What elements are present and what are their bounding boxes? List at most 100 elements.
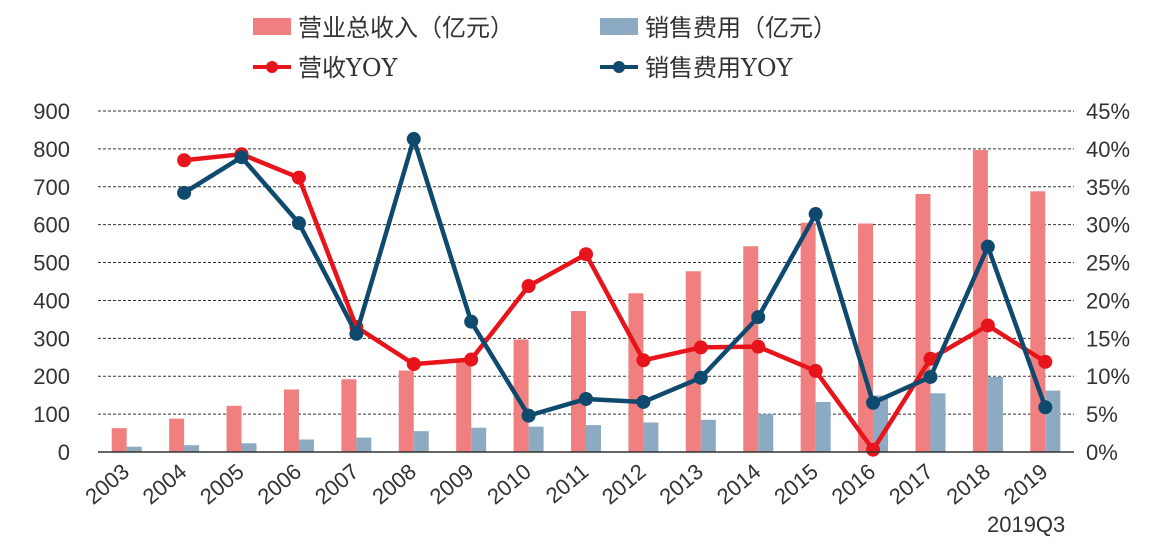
point-revenue-yoy: [808, 363, 823, 378]
bar-sales-expense: [930, 393, 946, 452]
x-tick-label: 2015: [769, 459, 823, 510]
bar-sales-expense: [184, 445, 200, 452]
bar-revenue: [513, 339, 529, 452]
x-tick-label: 2012: [597, 459, 651, 510]
bar-revenue: [283, 389, 299, 452]
legend-marker-revenue-yoy: [266, 61, 278, 73]
bar-revenue: [571, 311, 586, 452]
x-tick-label: 2004: [138, 459, 192, 510]
y-left-tick-label: 500: [33, 251, 70, 276]
point-sales-expense-yoy: [751, 310, 766, 325]
x-tick-label: 2006: [253, 459, 307, 510]
y-right-tick-label: 15%: [1086, 326, 1130, 351]
bar-revenue: [226, 405, 242, 452]
x-tick-label: 2003: [80, 459, 134, 510]
x-tick-label: 2007: [310, 459, 364, 510]
legend-label-revenue-yoy: 营收YOY: [298, 54, 399, 82]
bar-sales-expense: [1045, 390, 1061, 452]
legend-swatch-sales-expense: [600, 18, 638, 35]
y-right-tick-label: 20%: [1086, 288, 1130, 313]
point-revenue-yoy: [521, 279, 536, 294]
y-right-tick-label: 35%: [1086, 175, 1130, 200]
legend-label-sales-expense: 销售费用（亿元）: [645, 14, 837, 42]
y-right-tick-label: 0%: [1086, 440, 1118, 465]
y-right-tick-label: 25%: [1086, 251, 1130, 276]
bar-sales-expense: [873, 395, 889, 452]
x-tick-label: 2009: [425, 459, 479, 510]
point-revenue-yoy: [464, 352, 479, 367]
legend-label-revenue: 营业总收入（亿元）: [298, 14, 514, 42]
bar-sales-expense: [298, 439, 314, 452]
y-left-tick-label: 900: [33, 99, 70, 124]
legend-swatch-revenue: [253, 18, 291, 35]
line-revenue-yoy: [183, 151, 1047, 452]
bar-sales-expense: [643, 422, 659, 452]
point-sales-expense-yoy: [636, 394, 651, 409]
x-tick-label: 2017: [884, 459, 938, 510]
point-revenue-yoy: [751, 339, 766, 354]
point-sales-expense-yoy: [464, 314, 479, 329]
point-revenue-yoy: [923, 351, 938, 366]
legend-label-sales-expense-yoy: 销售费用YOY: [645, 54, 794, 82]
bar-revenue: [915, 193, 931, 452]
y-left-tick-label: 200: [33, 364, 70, 389]
lines: [177, 132, 1053, 457]
point-sales-expense-yoy: [406, 132, 421, 147]
bar-revenue: [169, 418, 185, 452]
y-right-tick-label: 5%: [1086, 402, 1118, 427]
bars: [111, 150, 1061, 452]
y-left-tick-label: 700: [33, 175, 70, 200]
bar-revenue: [341, 379, 357, 452]
bar-revenue: [398, 370, 414, 452]
line-sales-expense-yoy: [182, 136, 1048, 418]
x-tick-label: 2008: [367, 459, 421, 510]
y-left-tick-label: 800: [33, 137, 70, 162]
point-sales-expense-yoy: [808, 207, 823, 222]
bar-sales-expense: [471, 427, 487, 452]
bar-sales-expense: [586, 425, 601, 452]
point-revenue-yoy: [693, 340, 708, 355]
y-right-tick-label: 40%: [1086, 137, 1130, 162]
bar-revenue: [858, 223, 874, 452]
bar-sales-expense: [758, 414, 774, 452]
y-left-tick-label: 100: [33, 402, 70, 427]
bar-revenue: [685, 271, 701, 452]
point-revenue-yoy: [177, 153, 192, 168]
point-sales-expense-yoy: [579, 391, 593, 406]
point-sales-expense-yoy: [866, 395, 881, 410]
y-right-tick-label: 45%: [1086, 99, 1130, 124]
legend: 营业总收入（亿元） 销售费用（亿元） 营收YOY 销售费用YOY: [253, 14, 837, 82]
bar-revenue: [972, 150, 988, 452]
x-tick-label: 2014: [712, 459, 766, 510]
bar-sales-expense: [528, 426, 544, 452]
bar-sales-expense: [241, 443, 257, 452]
bar-revenue: [456, 360, 472, 452]
bar-sales-expense: [815, 401, 831, 452]
point-revenue-yoy: [636, 353, 651, 368]
point-sales-expense-yoy: [349, 326, 364, 341]
x-tick-label: 2010: [482, 459, 536, 510]
point-sales-expense-yoy: [521, 408, 536, 423]
bar-sales-expense: [700, 419, 716, 452]
y-left-tick-label: 600: [33, 213, 70, 238]
point-sales-expense-yoy: [291, 216, 306, 231]
bar-sales-expense: [987, 376, 1003, 452]
y-left-tick-label: 0: [58, 440, 70, 465]
x-tick-label: 2018: [942, 459, 996, 510]
x-tick-label: 2016: [827, 459, 881, 510]
y-right-tick-label: 10%: [1086, 364, 1130, 389]
bar-sales-expense: [413, 431, 429, 452]
x-tick-label: 2005: [195, 459, 249, 510]
point-revenue-yoy: [866, 442, 881, 457]
point-revenue-yoy: [406, 357, 421, 372]
bar-revenue: [111, 428, 127, 452]
point-sales-expense-yoy: [923, 369, 938, 384]
bar-revenue: [743, 246, 759, 452]
y-left-tick-label: 300: [33, 326, 70, 351]
bar-sales-expense: [356, 437, 372, 452]
bar-sales-expense: [126, 446, 142, 452]
x-tick-label: 2013: [654, 459, 708, 510]
point-revenue-yoy: [291, 170, 306, 185]
point-sales-expense-yoy: [234, 150, 249, 165]
